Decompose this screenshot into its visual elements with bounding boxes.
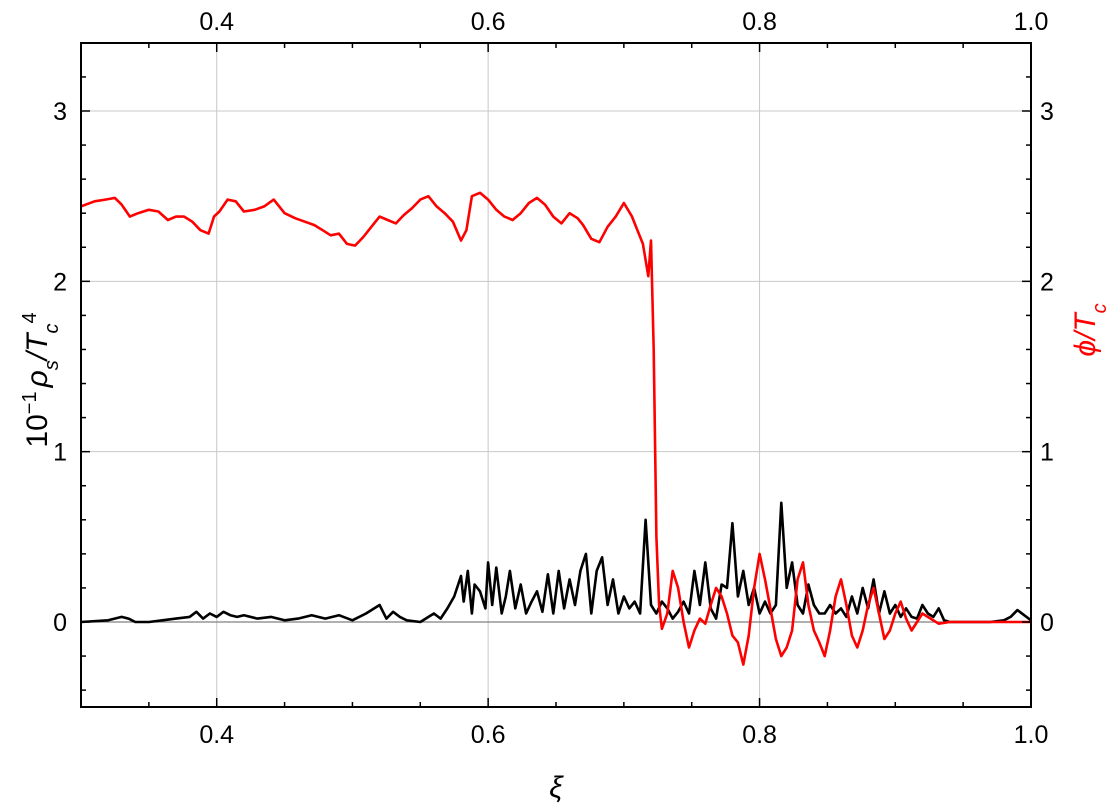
x-tick-label-bottom: 0.6 bbox=[471, 721, 506, 749]
y-tick-label-right: 1 bbox=[1040, 439, 1054, 467]
series-layer bbox=[80, 191, 1032, 666]
y-tick-label-right: 3 bbox=[1040, 98, 1054, 126]
y-tick-label-left: 2 bbox=[53, 268, 67, 296]
y-tick-label-right: 2 bbox=[1040, 268, 1054, 296]
svg-text:ϕ/Tc: ϕ/Tc bbox=[1069, 303, 1111, 356]
x-tick-label-bottom: 1.0 bbox=[1014, 721, 1049, 749]
svg-text:10−1ρs/Tc4: 10−1ρs/Tc4 bbox=[19, 312, 63, 447]
y-tick-label-left: 1 bbox=[53, 439, 67, 467]
grid-lines bbox=[81, 43, 1031, 707]
left-axis-title: 10−1ρs/Tc4 bbox=[19, 312, 63, 447]
y-tick-label-left: 0 bbox=[53, 609, 67, 637]
x-tick-label-bottom: 0.4 bbox=[199, 721, 234, 749]
x-tick-label-bottom: 0.8 bbox=[742, 721, 777, 749]
rho-series-line bbox=[80, 501, 1032, 624]
axis-ticks bbox=[80, 43, 1032, 707]
x-axis-title: ξ bbox=[549, 771, 564, 804]
x-tick-label-top: 1.0 bbox=[1014, 8, 1049, 36]
x-tick-label-top: 0.8 bbox=[742, 8, 777, 36]
y-tick-label-left: 3 bbox=[53, 98, 67, 126]
phi-series-line bbox=[80, 191, 1031, 666]
x-tick-label-top: 0.6 bbox=[471, 8, 506, 36]
y-tick-label-right: 0 bbox=[1040, 609, 1054, 637]
axis-tick-labels: 0.4 0.4 0.6 0.6 0.8 0.8 1.0 1.0 0 0 1 1 2 2 3 3 bbox=[53, 8, 1054, 749]
x-tick-label-top: 0.4 bbox=[199, 8, 234, 36]
right-axis-title: ϕ/Tc bbox=[1069, 303, 1111, 356]
